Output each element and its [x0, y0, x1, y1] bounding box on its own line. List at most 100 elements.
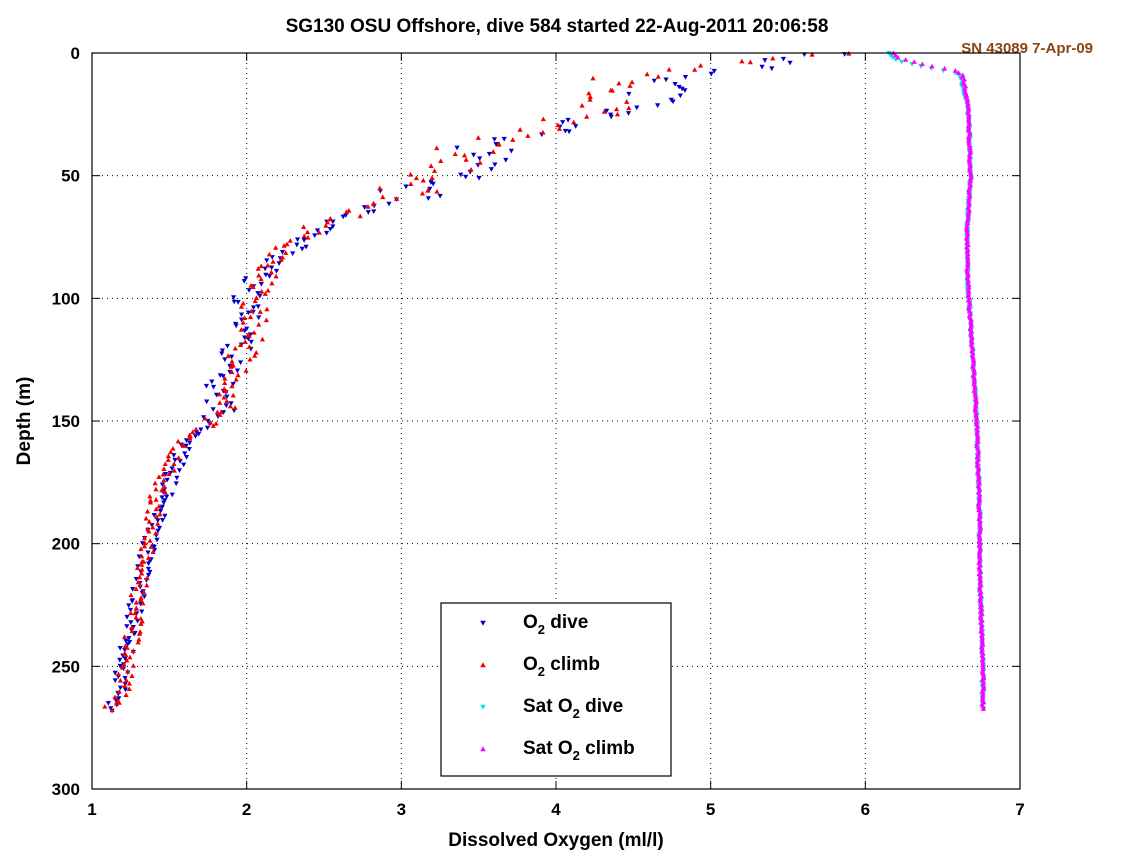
- o2-climb-point: [268, 269, 274, 275]
- o2-dive-point: [228, 401, 234, 406]
- o2-climb-point: [232, 345, 238, 351]
- o2-climb-point: [587, 96, 593, 102]
- sat-o2-climb-point: [964, 266, 970, 272]
- o2-dive-point: [324, 230, 330, 236]
- o2-climb-point: [141, 543, 148, 549]
- o2-climb-point: [429, 175, 435, 181]
- o2-climb-point: [556, 126, 562, 131]
- o2-climb-point: [281, 243, 287, 248]
- sat-o2-climb-point: [968, 333, 975, 338]
- o2-climb-point: [165, 453, 172, 459]
- sat-o2-climb-point: [965, 277, 971, 283]
- o2-climb-point: [228, 364, 234, 369]
- o2-climb-point: [609, 88, 616, 93]
- o2-climb-point: [114, 700, 120, 706]
- sat-o2-climb-point: [929, 63, 935, 69]
- sat-o2-climb-point: [965, 251, 971, 257]
- o2-dive-point: [158, 508, 164, 514]
- o2-climb-point: [133, 599, 139, 605]
- o2-dive-point: [269, 265, 275, 271]
- o2-climb-point: [624, 99, 630, 104]
- o2-dive-point: [679, 86, 685, 92]
- o2-dive-point: [708, 71, 714, 77]
- o2-climb-point: [747, 59, 753, 65]
- o2-climb-point: [139, 553, 145, 559]
- o2-dive-point: [129, 599, 135, 604]
- o2-climb-point: [452, 151, 458, 157]
- o2-climb-point: [434, 145, 440, 151]
- x-tick-label: 6: [861, 800, 870, 819]
- o2-dive-point: [508, 148, 514, 154]
- sat-o2-climb-point: [967, 129, 973, 135]
- o2-dive-point: [245, 310, 252, 316]
- o2-climb-point: [284, 241, 290, 247]
- o2-dive-point: [204, 425, 211, 431]
- sat-o2-climb-point: [980, 703, 986, 709]
- sat-o2-climb-point: [967, 160, 973, 166]
- o2-dive-point: [145, 573, 152, 578]
- o2-climb-point: [241, 315, 248, 320]
- o2-climb-point: [463, 157, 469, 162]
- sat-o2-climb-point: [962, 85, 968, 91]
- o2-climb-point: [124, 657, 130, 663]
- o2-climb-point: [140, 600, 146, 606]
- o2-dive-point: [204, 399, 210, 405]
- o2-dive-point: [219, 351, 225, 357]
- sat-o2-climb-point: [980, 706, 987, 711]
- o2-dive-point: [458, 172, 464, 178]
- o2-climb-point: [587, 94, 593, 99]
- sat-o2-climb-point: [965, 286, 971, 292]
- o2-climb-point: [210, 423, 216, 428]
- sat-o2-climb-point: [980, 666, 986, 672]
- o2-dive-point: [428, 180, 434, 185]
- sat-o2-climb-point: [966, 140, 972, 146]
- o2-dive-point: [210, 384, 217, 390]
- o2-climb-point: [420, 177, 426, 183]
- o2-climb-point: [139, 566, 145, 572]
- sat-o2-climb-point: [955, 70, 962, 75]
- o2-dive-point: [279, 249, 286, 255]
- legend-box: [440, 602, 672, 777]
- o2-climb-point: [137, 574, 143, 580]
- o2-dive-point: [169, 492, 175, 498]
- sat-o2-climb-point: [967, 163, 973, 168]
- o2-climb-point: [161, 484, 168, 489]
- o2-climb-point: [137, 582, 143, 588]
- o2-dive-point: [220, 374, 226, 379]
- o2-climb-point: [590, 75, 596, 81]
- sat-o2-climb-point: [966, 138, 972, 144]
- o2-climb-point: [270, 259, 276, 264]
- o2-climb-point: [193, 426, 199, 432]
- sat-o2-climb-point: [977, 595, 983, 601]
- o2-climb-point: [240, 319, 246, 325]
- o2-dive-point: [711, 68, 717, 74]
- o2-climb-point: [117, 677, 124, 683]
- sat-o2-climb-point: [966, 207, 972, 212]
- o2-dive-point: [130, 586, 136, 592]
- sat-o2-climb-point: [965, 103, 971, 109]
- o2-dive-point: [181, 462, 187, 468]
- sat-o2-climb-point: [979, 622, 985, 627]
- sat-o2-climb-point: [966, 187, 972, 192]
- sat-o2-climb-point: [965, 213, 971, 219]
- sat-o2-climb-point: [980, 664, 986, 669]
- sat-o2-climb-point: [966, 209, 972, 215]
- o2-dive-point: [573, 124, 579, 129]
- o2-dive-point: [682, 75, 689, 80]
- sat-o2-climb-point: [965, 134, 972, 139]
- o2-dive-point: [172, 457, 178, 463]
- y-tick-label: 50: [61, 167, 80, 186]
- o2-dive-point: [676, 84, 682, 90]
- o2-dive-point: [176, 468, 183, 473]
- sat-o2-climb-point: [979, 637, 985, 643]
- o2-dive-point: [430, 181, 436, 187]
- o2-dive-point: [161, 500, 167, 506]
- o2-dive-point: [626, 91, 632, 97]
- o2-climb-point: [138, 621, 144, 626]
- o2-climb-point: [258, 263, 264, 269]
- x-tick-label: 1: [87, 800, 96, 819]
- sat-o2-climb-point: [974, 458, 980, 464]
- o2-climb-point: [166, 471, 172, 477]
- o2-dive-point: [151, 544, 157, 550]
- legend-label: O2 dive: [523, 612, 588, 637]
